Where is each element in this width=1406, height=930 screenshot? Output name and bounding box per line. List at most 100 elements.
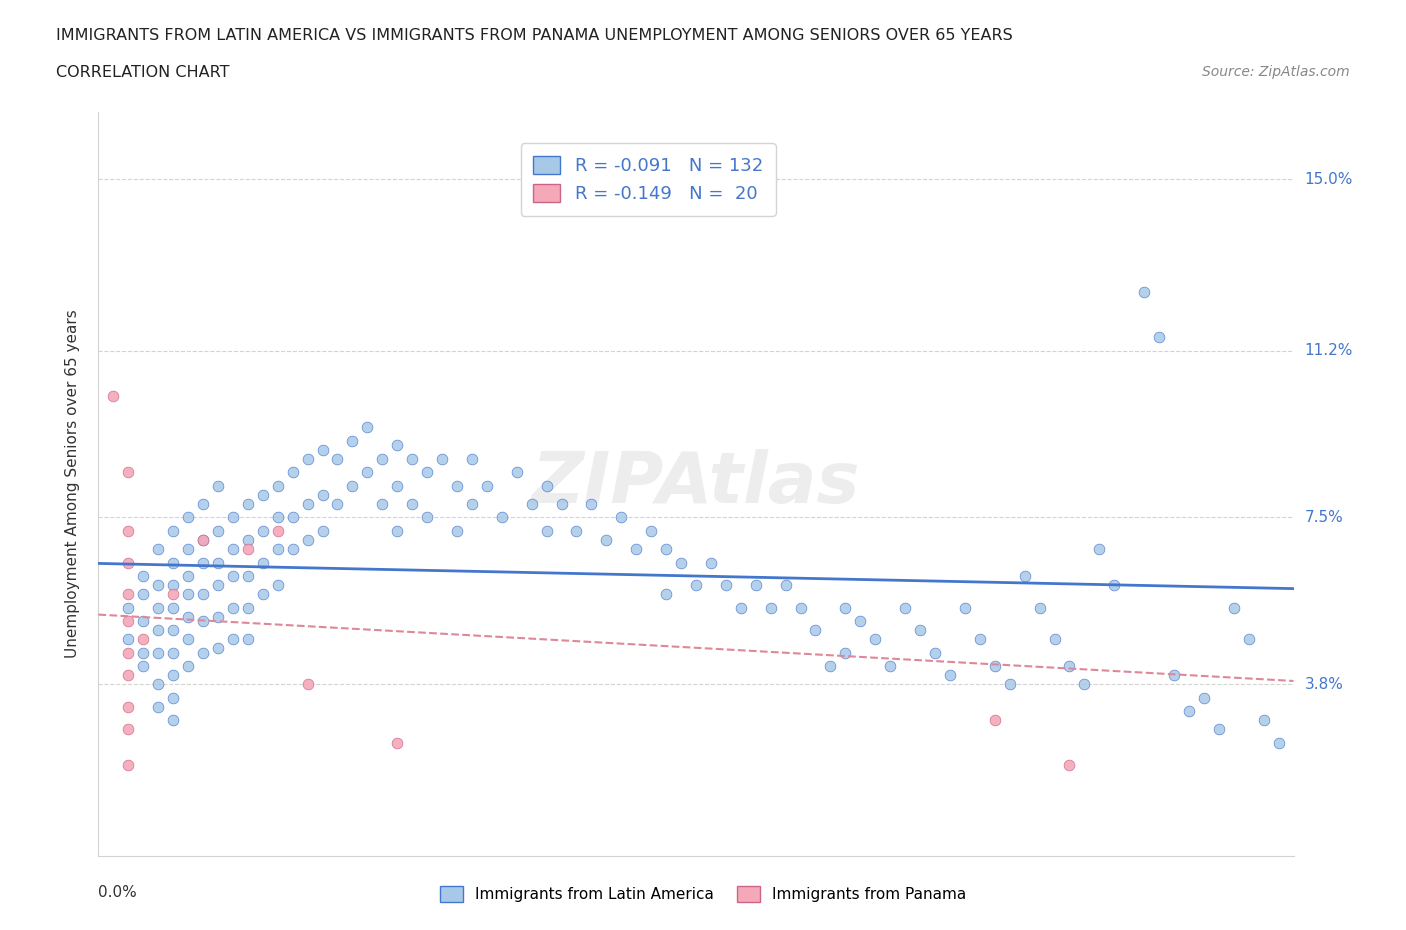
Text: 0.0%: 0.0%	[98, 885, 138, 900]
Point	[162, 600, 184, 615]
Legend: R = -0.091   N = 132, R = -0.149   N =  20: R = -0.091 N = 132, R = -0.149 N = 20	[520, 143, 776, 216]
Point	[207, 641, 229, 656]
Point	[132, 614, 155, 629]
Point	[297, 451, 319, 466]
Point	[132, 658, 155, 673]
Point	[252, 487, 274, 502]
Point	[475, 478, 498, 493]
Point	[222, 510, 245, 525]
Point	[820, 658, 842, 673]
Point	[132, 631, 155, 646]
Point	[984, 658, 1007, 673]
Point	[879, 658, 901, 673]
Point	[894, 600, 917, 615]
Point	[236, 600, 259, 615]
Point	[446, 478, 468, 493]
Point	[581, 497, 603, 512]
Point	[385, 736, 409, 751]
Point	[565, 524, 588, 538]
Point	[714, 578, 737, 592]
Point	[610, 510, 633, 525]
Point	[252, 524, 274, 538]
Point	[924, 645, 946, 660]
Point	[236, 533, 259, 548]
Point	[252, 587, 274, 602]
Point	[117, 555, 139, 570]
Point	[939, 668, 962, 683]
Point	[148, 600, 170, 615]
Point	[207, 478, 229, 493]
Point	[342, 478, 364, 493]
Point	[297, 677, 319, 692]
Point	[132, 587, 155, 602]
Point	[669, 555, 692, 570]
Point	[789, 600, 811, 615]
Point	[1088, 541, 1111, 556]
Point	[491, 510, 513, 525]
Point	[416, 465, 439, 480]
Point	[162, 623, 184, 638]
Point	[117, 668, 139, 683]
Point	[236, 631, 259, 646]
Point	[281, 541, 304, 556]
Text: CORRELATION CHART: CORRELATION CHART	[56, 65, 229, 80]
Point	[1223, 600, 1246, 615]
Point	[236, 497, 259, 512]
Point	[685, 578, 707, 592]
Point	[401, 497, 423, 512]
Point	[267, 541, 290, 556]
Point	[326, 451, 349, 466]
Point	[117, 722, 139, 737]
Point	[281, 465, 304, 480]
Point	[117, 524, 139, 538]
Point	[385, 438, 409, 453]
Point	[371, 451, 394, 466]
Point	[191, 533, 214, 548]
Point	[385, 478, 409, 493]
Point	[177, 568, 200, 583]
Point	[536, 478, 558, 493]
Point	[191, 614, 214, 629]
Point	[506, 465, 529, 480]
Point	[1237, 631, 1260, 646]
Point	[117, 614, 139, 629]
Point	[1147, 329, 1170, 344]
Point	[162, 713, 184, 728]
Point	[342, 433, 364, 448]
Point	[267, 510, 290, 525]
Point	[103, 388, 125, 403]
Point	[222, 631, 245, 646]
Point	[267, 524, 290, 538]
Point	[311, 487, 333, 502]
Point	[655, 541, 678, 556]
Point	[162, 555, 184, 570]
Point	[626, 541, 648, 556]
Point	[222, 541, 245, 556]
Text: Source: ZipAtlas.com: Source: ZipAtlas.com	[1202, 65, 1350, 79]
Point	[998, 677, 1021, 692]
Point	[550, 497, 572, 512]
Text: 15.0%: 15.0%	[1305, 172, 1353, 187]
Point	[1059, 758, 1081, 773]
Point	[117, 645, 139, 660]
Point	[356, 465, 378, 480]
Point	[117, 631, 139, 646]
Point	[461, 497, 484, 512]
Point	[207, 609, 229, 624]
Point	[700, 555, 723, 570]
Point	[1133, 285, 1156, 299]
Point	[148, 578, 170, 592]
Point	[117, 587, 139, 602]
Point	[162, 524, 184, 538]
Y-axis label: Unemployment Among Seniors over 65 years: Unemployment Among Seniors over 65 years	[65, 309, 80, 658]
Point	[117, 699, 139, 714]
Point	[148, 623, 170, 638]
Text: ZIPAtlas: ZIPAtlas	[531, 449, 860, 518]
Point	[222, 568, 245, 583]
Point	[191, 645, 214, 660]
Point	[326, 497, 349, 512]
Legend: Immigrants from Latin America, Immigrants from Panama: Immigrants from Latin America, Immigrant…	[429, 876, 977, 913]
Point	[191, 555, 214, 570]
Point	[430, 451, 453, 466]
Point	[132, 645, 155, 660]
